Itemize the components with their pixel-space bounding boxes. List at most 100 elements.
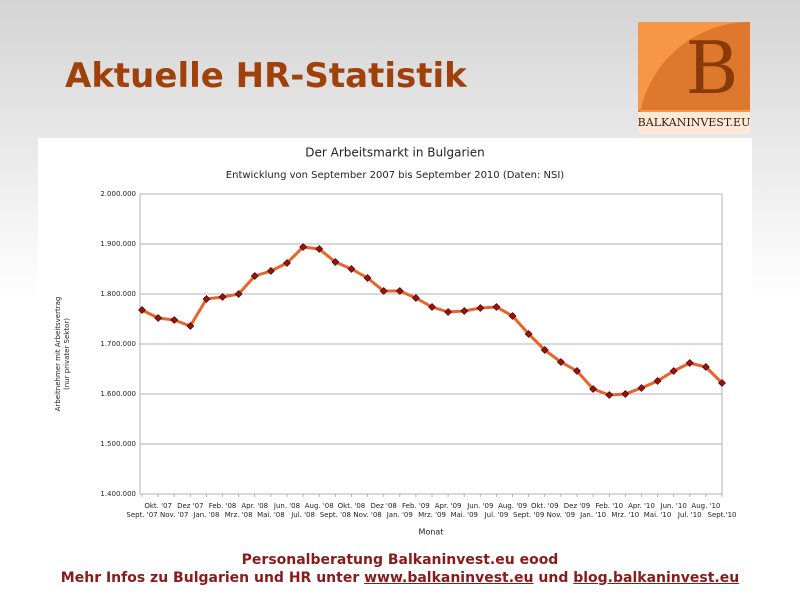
data-point — [605, 391, 614, 399]
data-point — [718, 379, 726, 387]
chart-title: Der Arbeitsmarkt in Bulgarien — [305, 146, 484, 160]
y-tick-label: 1.600.000 — [100, 390, 136, 398]
x-tick-label: Aug. '10 — [691, 502, 720, 510]
data-point — [138, 306, 146, 314]
data-point — [524, 330, 533, 338]
data-point — [621, 390, 630, 398]
data-point — [299, 243, 308, 251]
data-point — [379, 287, 388, 295]
x-tick-label: Jun. '10 — [660, 502, 687, 510]
x-tick-label: Jun. '09 — [466, 502, 493, 510]
data-point — [444, 308, 453, 316]
x-tick-label: Sept.'10 — [708, 511, 737, 519]
data-point — [669, 367, 678, 375]
x-tick-label: Nov. '07 — [160, 511, 188, 519]
plot-border — [139, 193, 723, 495]
data-point — [411, 294, 420, 302]
footer-line: Personalberatung Balkaninvest.eu eood — [241, 552, 559, 568]
data-point — [315, 245, 324, 253]
y-axis-label-line: Arbeitnehmer mit Arbeitsvertrag — [54, 297, 62, 412]
logo: B BALKANINVEST.EU — [638, 22, 750, 134]
x-tick-label: Apr. '10 — [628, 502, 655, 510]
y-axis-label-line: (nur privater Sektor) — [63, 318, 71, 390]
data-point — [363, 274, 372, 282]
data-point — [202, 295, 211, 303]
x-tick-label: Nov. '08 — [353, 511, 381, 519]
data-point — [186, 322, 195, 330]
x-tick-label: Sept. '07 — [126, 511, 157, 519]
y-tick-label: 1.900.000 — [100, 240, 136, 248]
y-tick-label: 1.800.000 — [100, 290, 136, 298]
data-point — [589, 385, 598, 393]
x-tick-label: Jan. '08 — [192, 511, 219, 519]
data-point — [540, 346, 549, 354]
data-point — [395, 287, 404, 295]
footer: Personalberatung Balkaninvest.eu eood Me… — [0, 551, 800, 587]
x-tick-label: Feb. '10 — [595, 502, 623, 510]
footer-text: Mehr Infos zu Bulgarien und HR unter — [60, 570, 365, 586]
logo-letter: B — [686, 26, 739, 110]
y-axis-label: Arbeitnehmer mit Arbeitsvertrag (nur pri… — [54, 297, 71, 412]
footer-line: Mehr Infos zu Bulgarien und HR unter www… — [0, 569, 800, 587]
x-tick-label: Jan. '09 — [386, 511, 413, 519]
x-tick-label: Jul. '10 — [677, 511, 702, 519]
data-point — [266, 267, 275, 275]
chart-background — [38, 138, 752, 546]
y-tick-label: 1.400.000 — [100, 490, 136, 498]
x-tick-label: Mrz. '09 — [418, 511, 446, 519]
data-point — [508, 312, 517, 320]
data-point — [637, 384, 646, 392]
x-tick-label: Nov. '09 — [547, 511, 575, 519]
x-tick-label: Mai. '10 — [644, 511, 672, 519]
x-tick-label: Mrz. '08 — [225, 511, 253, 519]
data-point — [701, 363, 710, 371]
x-tick-label: Mai. '08 — [257, 511, 285, 519]
data-point — [573, 367, 581, 375]
data-point — [170, 316, 179, 324]
x-tick-label: Okt. '09 — [531, 502, 559, 510]
data-point — [283, 259, 291, 267]
x-tick-label: Apr. '09 — [435, 502, 462, 510]
data-point — [653, 377, 662, 385]
logo-graphic: B BALKANINVEST.EU — [638, 22, 750, 134]
data-point — [476, 304, 485, 312]
y-tick-label: 2.000.000 — [100, 190, 136, 198]
y-tick-label: 1.500.000 — [100, 440, 136, 448]
data-point — [250, 272, 259, 280]
x-tick-label: Feb. '09 — [402, 502, 430, 510]
x-tick-label: Apr. '08 — [241, 502, 268, 510]
data-point — [460, 307, 469, 315]
logo-text: BALKANINVEST.EU — [638, 116, 750, 129]
x-tick-label: Aug. '09 — [498, 502, 527, 510]
x-tick-label: Dez '09 — [564, 502, 590, 510]
x-tick-label: Sept. '08 — [320, 511, 351, 519]
data-point — [331, 258, 340, 266]
link[interactable]: blog.balkaninvest.eu — [573, 570, 740, 586]
logo-arc — [638, 22, 750, 134]
data-point — [556, 358, 565, 366]
data-point — [218, 293, 227, 301]
x-tick-label: Aug. '08 — [305, 502, 334, 510]
x-tick-label: Mai. '09 — [450, 511, 478, 519]
x-tick-label: Jan. '10 — [579, 511, 606, 519]
data-point — [154, 314, 163, 322]
data-point — [234, 290, 243, 298]
x-tick-label: Sept. '09 — [513, 511, 544, 519]
footer-text: und — [533, 570, 574, 586]
data-point — [347, 265, 356, 273]
slide-title: Aktuelle HR-Statistik — [65, 56, 467, 96]
y-tick-label: 1.700.000 — [100, 340, 136, 348]
x-axis-label: Monat — [419, 528, 444, 537]
x-tick-label: Jun. '08 — [273, 502, 300, 510]
data-point — [492, 303, 501, 311]
link[interactable]: www.balkaninvest.eu — [364, 570, 534, 586]
chart-subtitle: Entwicklung von September 2007 bis Septe… — [226, 170, 564, 181]
x-tick-label: Dez '07 — [177, 502, 203, 510]
logo-band — [638, 112, 750, 134]
x-tick-label: Mrz. '10 — [611, 511, 639, 519]
x-tick-label: Feb. '08 — [209, 502, 237, 510]
x-tick-label: Jul. '09 — [484, 511, 509, 519]
data-point — [428, 303, 436, 311]
